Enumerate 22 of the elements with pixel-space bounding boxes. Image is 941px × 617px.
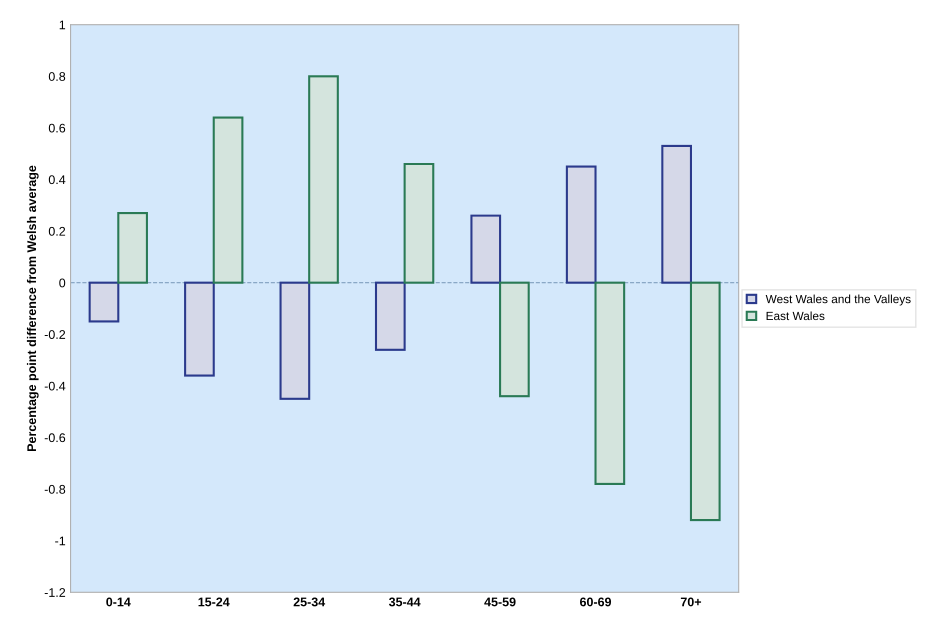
legend-label: East Wales (766, 311, 824, 320)
x-tick-label: 0-14 (106, 598, 131, 606)
y-tick-label: 0.8 (48, 72, 66, 81)
y-tick-label: 0.4 (48, 175, 66, 184)
y-tick-label: -0.4 (44, 382, 66, 391)
legend-label: West Wales and the Valleys (766, 294, 911, 306)
y-axis-title: Percentage point difference from Welsh average (26, 166, 39, 451)
y-tick-label: -1.2 (44, 588, 66, 597)
x-tick-label: 25-34 (294, 598, 326, 606)
y-tick-label: -0.2 (44, 330, 66, 339)
x-tick-label: 70+ (680, 598, 702, 606)
y-tick-label: 0 (59, 278, 66, 288)
x-tick-label: 45-59 (484, 598, 516, 606)
y-tick-label: -0.6 (44, 433, 66, 442)
y-tick-label: 1 (60, 20, 66, 30)
x-tick-label: 35-44 (388, 598, 421, 606)
x-tick-label: 60-69 (580, 598, 612, 606)
x-tick-label: 15-24 (198, 598, 230, 606)
y-tick-label: 0.6 (48, 124, 66, 133)
y-tick-label: 0.2 (48, 226, 66, 236)
y-tick-label: -0.8 (44, 484, 66, 494)
y-tick-label: -1 (55, 536, 66, 546)
